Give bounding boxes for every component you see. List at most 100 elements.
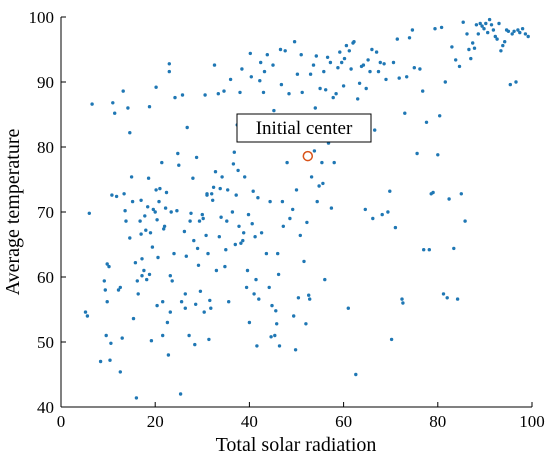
data-point bbox=[300, 90, 304, 95]
data-point bbox=[225, 219, 229, 223]
x-tick-label: 40 bbox=[241, 412, 258, 431]
data-point bbox=[241, 238, 245, 243]
data-point bbox=[382, 62, 386, 66]
data-point bbox=[139, 198, 143, 202]
data-point bbox=[457, 64, 462, 69]
data-point bbox=[304, 322, 308, 326]
data-point bbox=[144, 228, 148, 232]
data-point bbox=[480, 24, 484, 28]
data-point bbox=[438, 114, 442, 118]
data-point bbox=[177, 163, 181, 167]
data-point bbox=[257, 297, 261, 301]
data-point bbox=[90, 102, 94, 106]
data-point bbox=[256, 196, 260, 200]
data-point bbox=[133, 261, 138, 265]
data-point bbox=[476, 32, 480, 36]
data-point bbox=[169, 210, 173, 214]
data-point bbox=[203, 93, 207, 97]
data-point bbox=[188, 219, 192, 223]
data-point bbox=[118, 285, 123, 290]
data-point bbox=[222, 89, 226, 93]
data-point bbox=[305, 220, 309, 225]
data-point bbox=[252, 292, 256, 296]
data-point bbox=[262, 69, 267, 74]
data-point bbox=[158, 186, 162, 191]
data-point bbox=[165, 320, 170, 325]
data-point bbox=[285, 160, 289, 165]
data-point bbox=[121, 89, 125, 93]
data-point bbox=[354, 372, 358, 377]
data-point bbox=[105, 262, 109, 266]
data-point bbox=[194, 302, 198, 306]
data-point bbox=[108, 358, 112, 362]
data-point bbox=[98, 359, 103, 364]
data-point bbox=[234, 193, 238, 197]
data-point bbox=[249, 75, 253, 79]
data-point bbox=[255, 344, 259, 348]
y-tick-label: 70 bbox=[37, 203, 54, 222]
data-point bbox=[254, 277, 258, 282]
data-point bbox=[272, 108, 276, 113]
data-point bbox=[233, 242, 237, 247]
data-point bbox=[264, 251, 269, 256]
data-point bbox=[220, 175, 224, 179]
data-point bbox=[161, 333, 165, 338]
data-point bbox=[338, 50, 342, 54]
data-point bbox=[395, 37, 399, 41]
data-point bbox=[140, 274, 144, 278]
data-point bbox=[247, 320, 252, 325]
data-point bbox=[122, 192, 126, 196]
data-point bbox=[447, 197, 451, 201]
data-point bbox=[374, 50, 379, 54]
data-point bbox=[459, 192, 463, 196]
data-point bbox=[107, 264, 111, 269]
data-point bbox=[368, 69, 372, 74]
data-point bbox=[523, 32, 528, 36]
data-point bbox=[386, 210, 390, 214]
data-point bbox=[123, 209, 127, 213]
data-point bbox=[361, 63, 366, 67]
data-point bbox=[212, 63, 217, 67]
data-point bbox=[140, 257, 144, 261]
data-point bbox=[228, 77, 233, 82]
x-tick-label: 80 bbox=[429, 412, 446, 431]
data-point bbox=[103, 288, 108, 292]
data-point bbox=[452, 246, 456, 251]
data-point bbox=[503, 40, 507, 44]
data-point bbox=[486, 30, 490, 35]
data-point bbox=[240, 67, 244, 71]
data-point bbox=[223, 264, 227, 269]
data-point bbox=[167, 69, 171, 74]
data-point bbox=[167, 62, 171, 66]
data-point bbox=[126, 106, 130, 110]
data-point bbox=[520, 27, 525, 31]
data-point bbox=[238, 90, 242, 95]
data-point bbox=[110, 193, 114, 197]
data-point bbox=[162, 224, 167, 228]
data-point bbox=[344, 43, 349, 48]
data-point bbox=[403, 111, 407, 115]
data-point bbox=[265, 53, 269, 57]
x-tick-label: 0 bbox=[57, 412, 66, 431]
data-point bbox=[516, 28, 520, 32]
data-point bbox=[162, 227, 166, 231]
data-point bbox=[180, 93, 185, 97]
data-point bbox=[179, 300, 184, 304]
y-axis-title: Average temperature bbox=[2, 129, 24, 296]
data-point bbox=[489, 23, 494, 27]
data-point bbox=[443, 80, 447, 84]
data-point bbox=[149, 339, 154, 343]
data-point bbox=[342, 56, 347, 61]
data-point bbox=[154, 188, 158, 192]
data-point bbox=[312, 149, 317, 153]
data-point bbox=[356, 97, 360, 101]
data-point bbox=[232, 150, 236, 154]
data-point bbox=[277, 344, 282, 348]
data-point bbox=[211, 185, 216, 189]
data-point bbox=[291, 207, 295, 212]
data-point bbox=[512, 29, 516, 33]
data-point bbox=[218, 186, 222, 191]
data-point bbox=[349, 67, 353, 71]
data-point bbox=[227, 300, 231, 304]
